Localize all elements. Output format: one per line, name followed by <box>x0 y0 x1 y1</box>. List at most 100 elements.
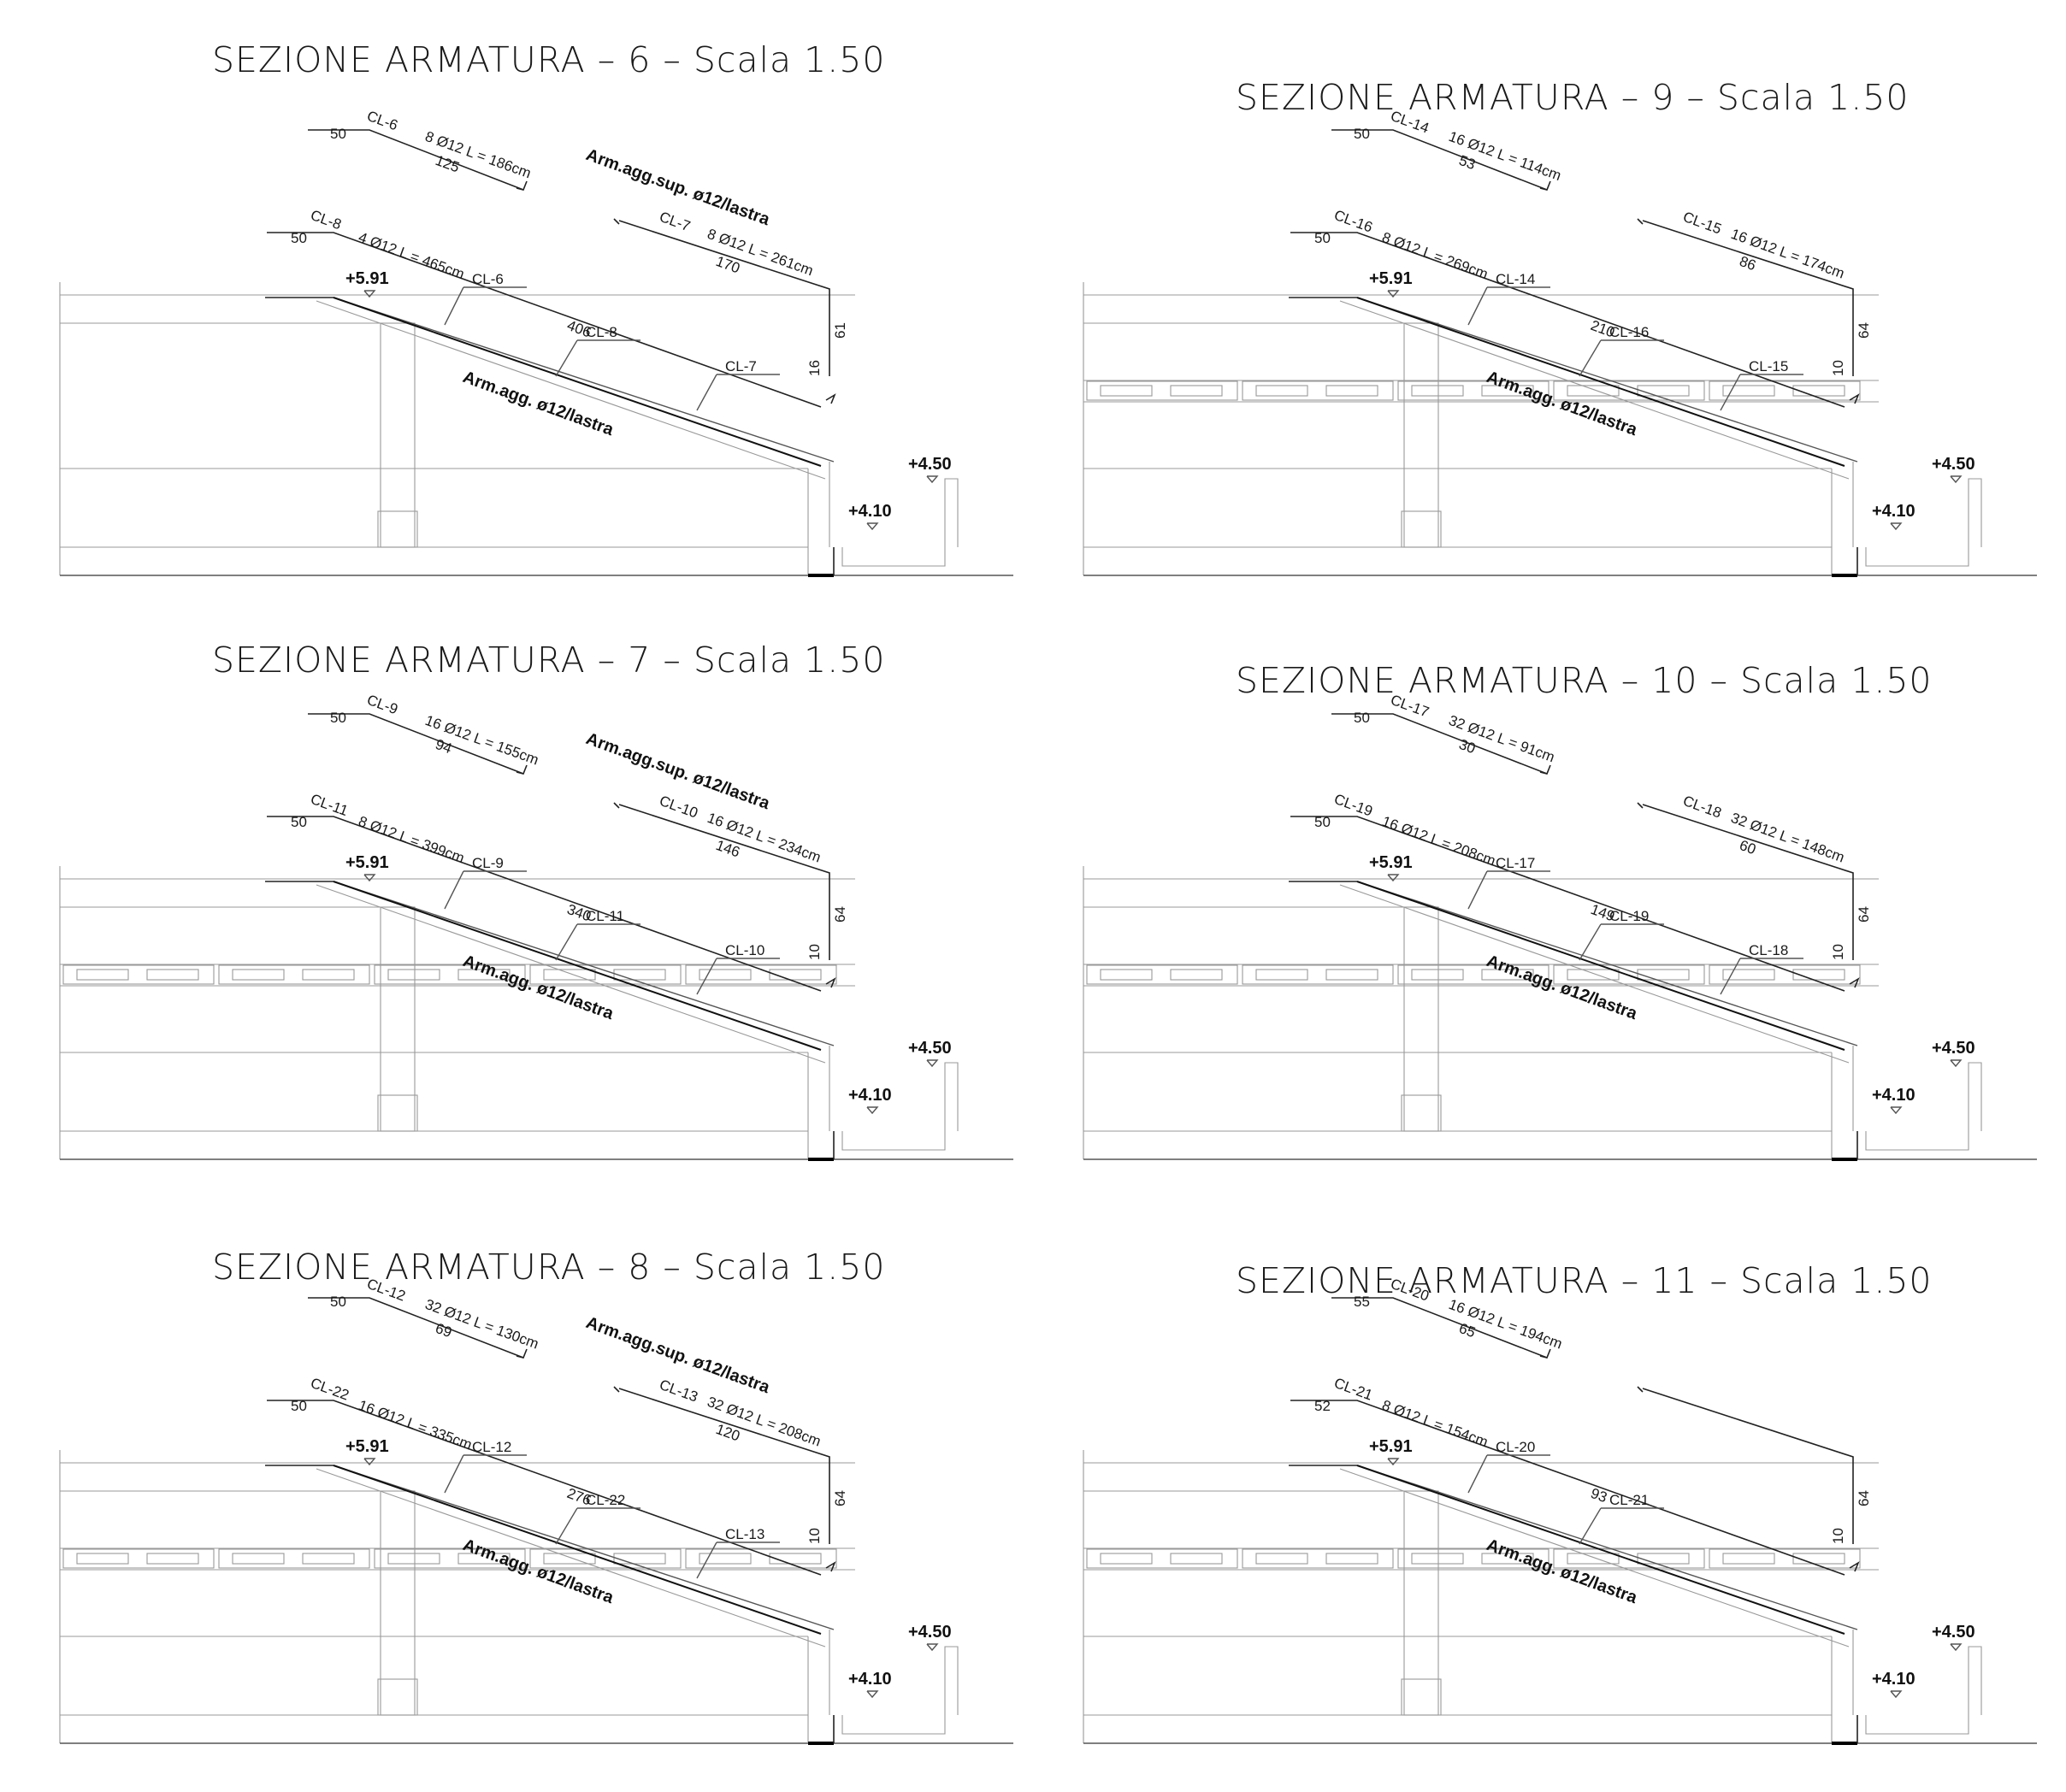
bar-hook <box>613 218 620 225</box>
bar-tag: CL-20 <box>1496 1439 1535 1455</box>
bar-shape <box>308 129 524 191</box>
lastra-void <box>1722 1553 1775 1565</box>
lastra <box>374 964 526 985</box>
tag-pointer <box>696 958 717 995</box>
bar-dim-b: 64 <box>832 1490 848 1506</box>
lastra-void <box>232 969 285 981</box>
bar-tag: CL-21 <box>1609 1492 1649 1508</box>
level-low-marker <box>1890 1106 1903 1115</box>
lastra-void <box>1255 1553 1308 1565</box>
roof-slope-top <box>333 297 835 463</box>
lastra-void <box>76 1553 129 1565</box>
level-low-marker <box>866 1106 879 1115</box>
bar-tag: CL-22 <box>586 1492 625 1508</box>
bar-dim-b: 64 <box>832 906 848 923</box>
tag-pointer <box>1720 374 1741 411</box>
lastra-void <box>769 1553 822 1565</box>
roof-rebar-slope <box>1356 297 1845 467</box>
level-low-marker <box>866 522 879 531</box>
bar-hook <box>613 1386 620 1393</box>
tag-pointer <box>1720 958 1741 995</box>
level-mid-marker <box>1950 475 1963 484</box>
lastra-void <box>1411 1553 1464 1565</box>
bar-tag: CL-6 <box>472 271 504 287</box>
tag-pointer <box>555 339 578 377</box>
tag-pointer <box>444 286 464 326</box>
level-mid: +4.50 <box>1932 1039 1975 1058</box>
tag-pointer <box>555 923 578 961</box>
section-s8: SEZIONE ARMATURA – 8 – Scala 1.50 +5.91 +4… <box>59 1247 1013 1745</box>
bar-tag: CL-17 <box>1496 855 1535 871</box>
level-low: +4.10 <box>848 1086 892 1105</box>
roof-slope-bottom <box>1339 1468 1850 1648</box>
lastra <box>1242 380 1394 401</box>
section-title: SEZIONE ARMATURA – 7 – Scala 1.50 <box>212 640 885 681</box>
bar-dim-a: 86 <box>1738 253 1758 274</box>
column <box>380 322 416 548</box>
tag-pointer <box>444 870 464 910</box>
bar-tag: CL-15 <box>1749 358 1788 374</box>
roof-rebar-slope <box>333 297 822 467</box>
level-low-marker <box>1890 1690 1903 1699</box>
lastra-void <box>76 969 129 981</box>
bar-dim-a: 50 <box>291 1398 307 1414</box>
bar-tag: CL-7 <box>725 358 757 374</box>
roof-rebar-slope <box>333 881 822 1051</box>
lastra <box>529 1548 682 1569</box>
bar-hook <box>516 764 528 775</box>
roof-slope-bottom <box>316 1468 826 1648</box>
bar-dim-b: 64 <box>1856 322 1872 339</box>
bar-name: CL-10 <box>658 793 700 822</box>
roof-rebar-slope <box>333 1465 822 1635</box>
bar-dim-b: 61 <box>832 322 848 339</box>
level-top: +5.91 <box>345 1437 389 1456</box>
bar-shape <box>1290 232 1845 408</box>
bar-hook <box>825 1561 836 1572</box>
tag-pointer <box>1579 923 1602 961</box>
bar-shape <box>1642 804 1854 960</box>
bar-name: CL-8 <box>309 207 344 233</box>
lastra-void <box>1567 385 1620 397</box>
level-low-marker <box>866 1690 879 1699</box>
bar-tag: CL-12 <box>472 1439 511 1455</box>
roof-slope-top <box>333 881 835 1046</box>
tag-pointer <box>696 1541 717 1579</box>
bar-hook <box>825 977 836 988</box>
bar-tag: CL-19 <box>1609 908 1649 924</box>
column-base <box>1401 1094 1442 1132</box>
bar-dim-c: 10 <box>1830 1528 1846 1544</box>
column-base <box>377 510 418 548</box>
lastra-void <box>1722 969 1775 981</box>
lastra-void <box>302 1553 355 1565</box>
lastra <box>1709 1548 1861 1569</box>
lastra-void <box>146 969 199 981</box>
level-mid: +4.50 <box>908 455 952 474</box>
level-mid-marker <box>1950 1059 1963 1068</box>
bar-dim-c: 10 <box>806 1528 823 1544</box>
bar-shape <box>1290 1400 1845 1576</box>
bar-hook <box>1849 1561 1860 1572</box>
level-low: +4.10 <box>848 1670 892 1689</box>
bar-dim-b: 64 <box>1856 906 1872 923</box>
lastra-void <box>543 1553 596 1565</box>
bar-dim-a: 50 <box>291 230 307 246</box>
column <box>380 906 416 1132</box>
bar-shape <box>308 1297 524 1359</box>
lastra-void <box>1100 969 1153 981</box>
bar-name: CL-15 <box>1681 209 1724 238</box>
lastra-void <box>1325 385 1378 397</box>
level-top-marker <box>363 290 376 298</box>
bar-dim-a: 50 <box>1314 230 1331 246</box>
level-top-marker <box>363 1458 376 1466</box>
gutter <box>841 478 959 567</box>
level-low-marker <box>1890 522 1903 531</box>
bar-tag: CL-8 <box>586 324 617 340</box>
lastra-void <box>1637 1553 1690 1565</box>
bar-dim-a: 52 <box>1314 1398 1331 1414</box>
section-title: SEZIONE ARMATURA – 8 – Scala 1.50 <box>212 1247 885 1288</box>
column <box>1403 906 1439 1132</box>
roof-rebar-slope <box>1356 881 1845 1051</box>
bar-shape <box>267 816 822 992</box>
level-low: +4.10 <box>1872 1086 1915 1105</box>
